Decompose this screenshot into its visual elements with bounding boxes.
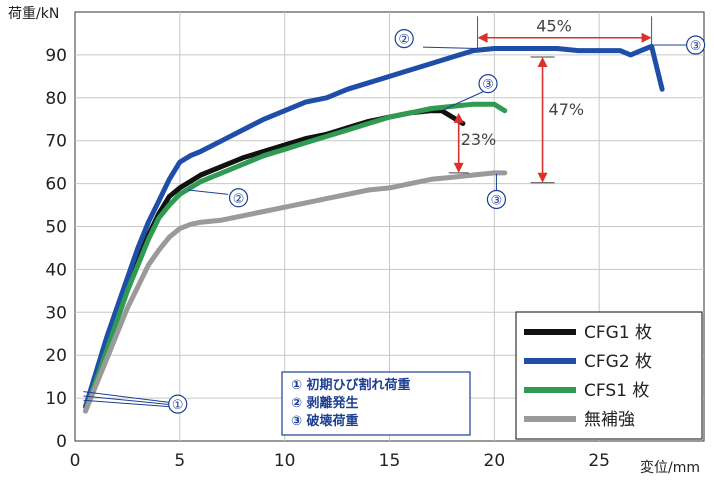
label-45: 45% [536,16,572,35]
label-47: 47% [549,100,585,119]
series-line-4 [83,170,508,414]
marker-3c-ring [486,189,507,210]
marker-3b: ③ [482,78,494,93]
annotations: 45% 47% 23% ① ② ② ③ ③ ③ [83,16,706,414]
note-line-3: ③ 破壊荷重 [291,413,359,429]
marker-legend-note: ① 初期ひび割れ荷重 ② 剥離発生 ③ 破壊荷重 [281,371,471,436]
leader-2b [188,189,229,195]
y-tick-label: 80 [45,89,67,109]
y-tick-label: 30 [45,303,67,323]
marker-2a: ② [398,33,410,48]
arrow-47-head-top [537,57,548,68]
tick-labels: 0 10 20 30 40 50 60 70 80 90 0 5 10 15 20 25 [45,46,610,471]
marker-3a-ring [686,35,706,55]
leader-1c [83,399,170,408]
x-tick-label: 0 [70,451,81,471]
arrow-47-head-bottom [537,172,548,183]
y-tick-label: 50 [45,218,67,238]
x-tick-label: 10 [274,451,296,471]
y-tick-label: 10 [45,389,67,409]
leader-2a [423,46,478,49]
label-23: 23% [461,130,497,149]
y-tick-label: 70 [45,132,67,152]
x-tick-label: 15 [379,451,401,471]
marker-2a-ring [394,28,414,49]
leader-1a [83,391,170,403]
marker-1: ① [172,398,184,413]
leader-3b [443,90,485,110]
marker-2b: ② [233,192,245,207]
legend-label-3: CFS1 枚 [584,381,649,401]
series-lines [83,43,665,414]
x-tick-label: 20 [484,451,506,471]
arrow-45-head-left [477,32,488,43]
series-line-2 [83,43,665,410]
x-axis-label: 変位/mm [640,459,700,476]
note-box [281,371,471,436]
note-line-1: ① 初期ひび割れ荷重 [291,377,411,393]
x-tick-label: 25 [588,451,610,471]
arrow-45-head-right [641,32,652,43]
y-tick-label: 60 [45,175,67,195]
legend-label-4: 無補強 [584,410,635,430]
legend-label-2: CFG2 枚 [584,352,652,372]
marker-3c: ③ [491,193,503,208]
series-line-3 [83,101,508,414]
marker-3a: ③ [690,39,702,54]
arrow-23-head-top [453,112,464,123]
marker-3b-ring [478,74,498,94]
y-axis-label: 荷重/kN [8,6,59,22]
y-tick-label: 40 [45,260,67,280]
arrow-23-head-bottom [453,162,464,173]
y-tick-label: 90 [45,46,67,66]
marker-2b-ring [228,188,249,208]
note-line-2: ② 剥離発生 [291,395,359,411]
marker-1-ring [168,394,188,414]
y-tick-label: 0 [56,432,67,452]
x-tick-label: 5 [174,451,185,471]
leader-1b [83,395,170,406]
legend-label-1: CFG1 枚 [584,323,652,343]
y-tick-label: 20 [45,346,67,366]
